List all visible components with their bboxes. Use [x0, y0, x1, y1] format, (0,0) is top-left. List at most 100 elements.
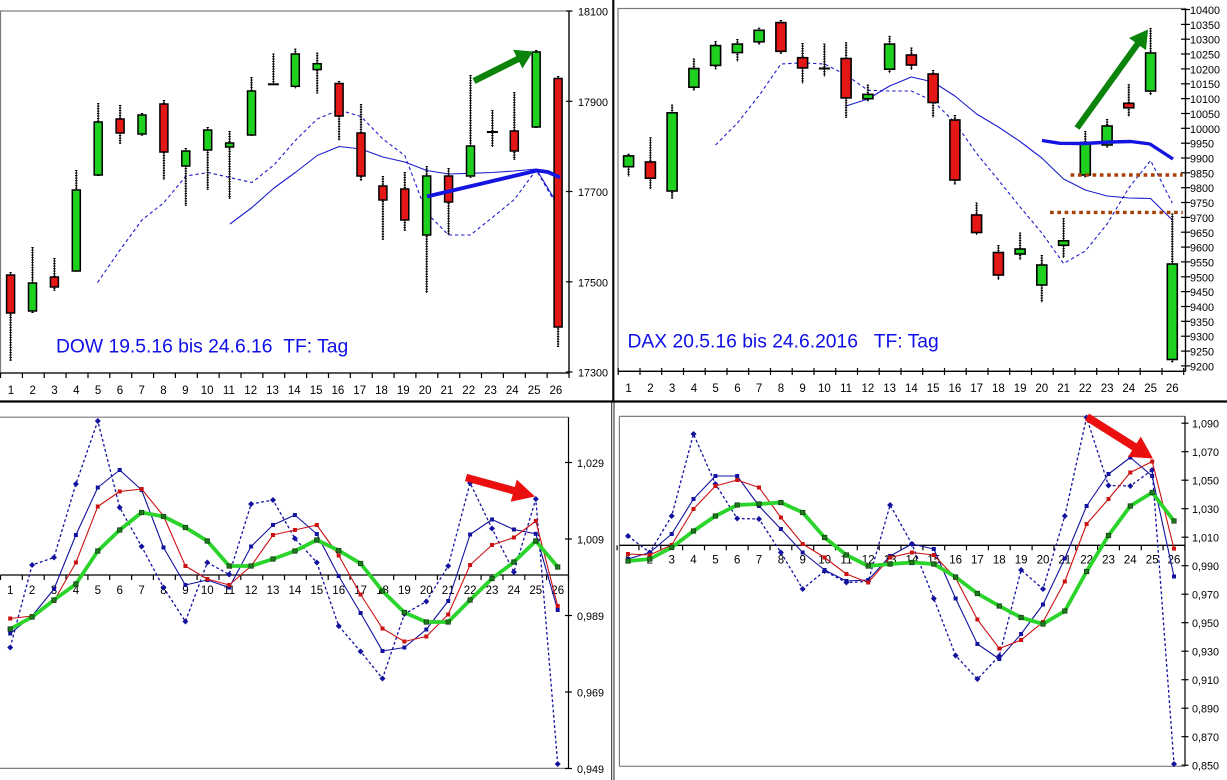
svg-text:1,090: 1,090: [1192, 419, 1219, 431]
svg-text:11: 11: [840, 383, 852, 395]
svg-text:10050: 10050: [1190, 109, 1220, 121]
svg-text:2: 2: [647, 383, 653, 395]
svg-text:7: 7: [756, 383, 762, 395]
svg-text:10: 10: [201, 585, 214, 597]
svg-text:8: 8: [778, 555, 784, 567]
svg-text:10300: 10300: [1190, 35, 1220, 47]
svg-text:16: 16: [332, 385, 345, 397]
svg-text:0,989: 0,989: [577, 611, 604, 623]
svg-text:20: 20: [1037, 555, 1050, 567]
svg-text:19: 19: [1015, 555, 1028, 567]
svg-text:16: 16: [949, 555, 962, 567]
svg-text:1,010: 1,010: [1192, 533, 1219, 545]
svg-text:10350: 10350: [1190, 20, 1220, 32]
svg-text:16: 16: [332, 585, 345, 597]
svg-text:20: 20: [420, 585, 433, 597]
svg-text:12: 12: [862, 383, 875, 395]
svg-text:9: 9: [799, 383, 805, 395]
svg-text:4: 4: [73, 585, 80, 597]
svg-text:24: 24: [508, 585, 521, 597]
svg-text:24: 24: [1124, 555, 1137, 567]
svg-text:17: 17: [971, 555, 984, 567]
svg-text:9900: 9900: [1190, 154, 1214, 166]
svg-text:DOW 19.5.16 bis 24.6.16 TF: T: DOW 19.5.16 bis 24.6.16 TF: Tag: [56, 337, 348, 358]
svg-text:8: 8: [778, 383, 784, 395]
svg-text:9350: 9350: [1190, 317, 1214, 329]
svg-text:19: 19: [1014, 383, 1027, 395]
svg-text:1,009: 1,009: [577, 535, 604, 547]
svg-text:5: 5: [712, 555, 718, 567]
svg-text:9600: 9600: [1190, 243, 1214, 255]
svg-text:4: 4: [690, 555, 697, 567]
svg-text:9550: 9550: [1190, 257, 1214, 269]
svg-text:24: 24: [506, 385, 519, 397]
svg-text:18100: 18100: [578, 7, 608, 19]
svg-text:10200: 10200: [1190, 64, 1220, 76]
svg-text:2: 2: [29, 585, 35, 597]
svg-text:9800: 9800: [1190, 183, 1214, 195]
svg-text:18: 18: [992, 383, 1005, 395]
svg-text:9450: 9450: [1190, 287, 1214, 299]
svg-text:1: 1: [8, 385, 14, 397]
svg-text:23: 23: [1101, 383, 1114, 395]
svg-text:17300: 17300: [578, 368, 608, 380]
svg-text:4: 4: [73, 385, 80, 397]
svg-text:6: 6: [116, 585, 122, 597]
svg-text:9950: 9950: [1190, 139, 1214, 151]
svg-text:17900: 17900: [578, 97, 608, 109]
svg-text:21: 21: [441, 385, 454, 397]
svg-text:0,890: 0,890: [1192, 704, 1219, 716]
svg-text:9850: 9850: [1190, 168, 1214, 180]
svg-text:22: 22: [1079, 383, 1092, 395]
svg-text:15: 15: [927, 383, 940, 395]
svg-text:0,990: 0,990: [1192, 561, 1219, 573]
svg-text:22: 22: [464, 585, 477, 597]
svg-text:1,030: 1,030: [1192, 504, 1219, 516]
svg-text:14: 14: [288, 385, 301, 397]
svg-text:DAX 20.5.16 bis 24.6.2016 TF: DAX 20.5.16 bis 24.6.2016 TF: Tag: [628, 332, 939, 353]
svg-text:6: 6: [734, 555, 740, 567]
svg-text:6: 6: [734, 383, 740, 395]
svg-text:18: 18: [993, 555, 1006, 567]
svg-text:21: 21: [442, 585, 455, 597]
svg-text:10: 10: [201, 385, 214, 397]
svg-text:9200: 9200: [1190, 361, 1214, 373]
svg-text:23: 23: [486, 585, 499, 597]
svg-text:10000: 10000: [1190, 124, 1220, 136]
svg-text:9: 9: [182, 585, 188, 597]
svg-text:8: 8: [160, 385, 166, 397]
svg-text:19: 19: [398, 585, 411, 597]
svg-text:8: 8: [160, 585, 166, 597]
svg-text:2: 2: [29, 385, 35, 397]
svg-text:3: 3: [669, 383, 675, 395]
svg-text:5: 5: [712, 383, 718, 395]
svg-text:26: 26: [550, 385, 563, 397]
svg-text:4: 4: [691, 383, 698, 395]
svg-text:25: 25: [1144, 383, 1157, 395]
svg-text:17700: 17700: [578, 187, 608, 199]
svg-text:25: 25: [528, 385, 541, 397]
svg-text:14: 14: [905, 383, 918, 395]
svg-text:0,910: 0,910: [1192, 675, 1219, 687]
svg-text:10100: 10100: [1190, 94, 1220, 106]
svg-text:9: 9: [799, 555, 805, 567]
svg-text:7: 7: [756, 555, 762, 567]
svg-text:23: 23: [1102, 555, 1115, 567]
svg-text:1,029: 1,029: [577, 458, 604, 470]
svg-text:3: 3: [668, 555, 674, 567]
svg-text:10: 10: [818, 383, 831, 395]
svg-text:20: 20: [1035, 383, 1048, 395]
svg-text:9250: 9250: [1190, 347, 1214, 359]
svg-text:9750: 9750: [1190, 198, 1214, 210]
svg-text:15: 15: [310, 385, 323, 397]
svg-text:0,870: 0,870: [1192, 732, 1219, 744]
svg-text:9400: 9400: [1190, 302, 1214, 314]
svg-text:1: 1: [7, 585, 13, 597]
svg-text:0,950: 0,950: [1192, 618, 1219, 630]
svg-text:0,949: 0,949: [577, 764, 604, 776]
svg-text:0,930: 0,930: [1192, 647, 1219, 659]
svg-text:7: 7: [138, 585, 144, 597]
svg-text:24: 24: [1122, 383, 1135, 395]
svg-text:10: 10: [818, 555, 831, 567]
svg-text:6: 6: [117, 385, 123, 397]
